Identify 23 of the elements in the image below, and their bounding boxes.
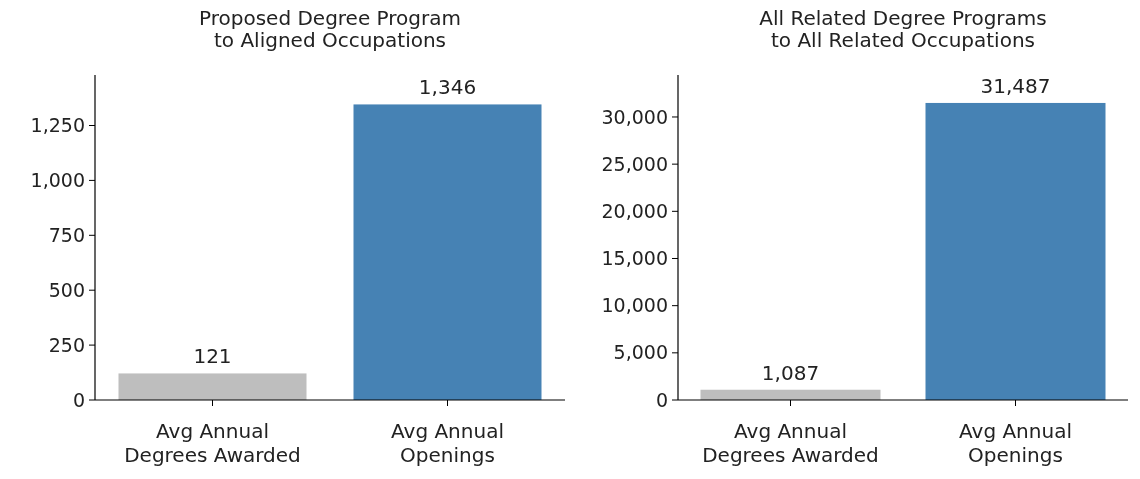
chart-title: All Related Degree Programs to All Related Occupations (759, 6, 1047, 52)
x-tick-label: Avg Annual Openings (391, 419, 504, 467)
y-tick-label: 20,000 (601, 199, 668, 222)
x-tick-label: Avg Annual Openings (959, 419, 1072, 467)
x-tick-label: Avg Annual Degrees Awarded (124, 419, 301, 467)
y-tick-label: 15,000 (601, 247, 668, 270)
y-tick-label: 25,000 (601, 152, 668, 175)
y-tick-label: 0 (655, 388, 668, 411)
y-tick-label: 30,000 (601, 105, 668, 128)
y-tick-label: 5,000 (613, 341, 668, 364)
data-label: 121 (193, 344, 232, 369)
y-tick-label: 10,000 (601, 294, 668, 317)
y-tick-label: 250 (48, 333, 85, 356)
x-tick-label: Avg Annual Degrees Awarded (702, 419, 879, 467)
y-tick-label: 0 (72, 388, 85, 411)
y-tick-label: 500 (48, 278, 85, 301)
data-label: 1,087 (761, 360, 820, 385)
y-tick-label: 750 (48, 223, 85, 246)
chart-title: Proposed Degree Program to Aligned Occupations (199, 6, 461, 52)
data-label: 31,487 (980, 73, 1051, 98)
data-label: 1,346 (418, 75, 477, 100)
y-tick-label: 1,000 (30, 169, 85, 192)
y-tick-label: 1,250 (30, 114, 85, 137)
